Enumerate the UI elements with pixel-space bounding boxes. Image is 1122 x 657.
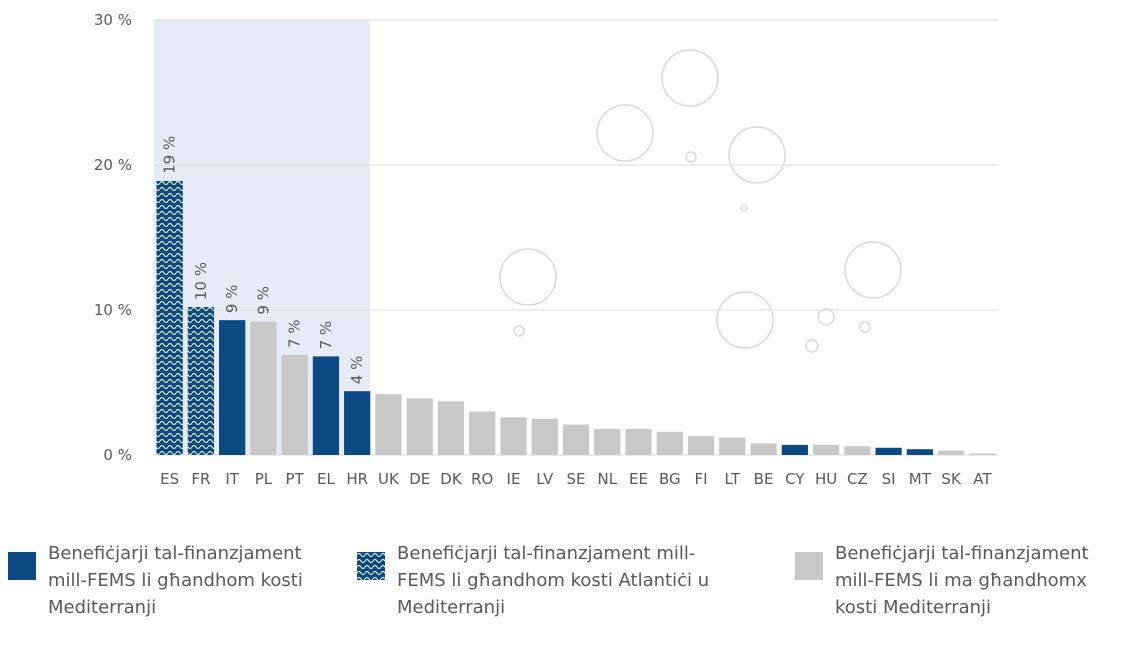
- bar: [187, 307, 215, 455]
- bar: [906, 449, 933, 455]
- bar: [812, 444, 840, 455]
- bar: [375, 394, 402, 455]
- x-tick-label: MT: [909, 470, 932, 488]
- y-tick-label: 20 %: [94, 156, 132, 174]
- bar: [281, 354, 308, 455]
- x-tick-label: LT: [725, 470, 741, 488]
- x-tick-label: IT: [225, 470, 239, 488]
- x-tick-label: SE: [567, 470, 586, 488]
- x-tick-label: CZ: [847, 470, 868, 488]
- legend-item: Benefiċjarji tal-finanzjament mill-FEMS …: [8, 540, 308, 621]
- legend-swatch: [357, 552, 385, 580]
- bar: [469, 411, 496, 455]
- x-tick-label: UK: [378, 470, 400, 488]
- legend-item: Benefiċjarji tal-finanzjament mill-FEMS …: [795, 540, 1115, 621]
- bar: [594, 428, 621, 455]
- y-tick-label: 0 %: [103, 446, 132, 464]
- bar: [156, 180, 183, 455]
- x-tick-label: SK: [941, 470, 962, 488]
- bar: [531, 418, 558, 455]
- bar: [844, 446, 871, 455]
- legend-swatch: [8, 552, 36, 580]
- bar: [750, 443, 777, 455]
- bar: [437, 401, 465, 455]
- legend-item: Benefiċjarji tal-finanzjament mill-FEMS …: [357, 540, 727, 621]
- x-tick-label: CY: [785, 470, 805, 488]
- bar: [625, 428, 652, 455]
- x-tick-label: LV: [536, 470, 554, 488]
- value-label: 7 %: [317, 321, 335, 350]
- bar: [219, 320, 246, 455]
- bar: [562, 424, 590, 455]
- value-label: 19 %: [161, 136, 179, 174]
- x-tick-label: IE: [507, 470, 521, 488]
- bar: [875, 447, 902, 455]
- x-tick-label: HU: [815, 470, 837, 488]
- bar: [969, 453, 996, 455]
- x-tick-label: ES: [160, 470, 179, 488]
- bar: [500, 417, 527, 455]
- legend-swatch: [795, 552, 823, 580]
- decoration: [499, 49, 902, 353]
- x-tick-label: EL: [317, 470, 335, 488]
- value-label: 9 %: [223, 285, 241, 314]
- x-tick-label: NL: [597, 470, 617, 488]
- y-tick-label: 10 %: [94, 301, 132, 319]
- bar: [406, 398, 433, 455]
- bar: [250, 321, 277, 455]
- bar: [344, 391, 371, 455]
- legend-label: Benefiċjarji tal-finanzjament mill-FEMS …: [48, 543, 303, 618]
- x-tick-label: BE: [754, 470, 774, 488]
- bar: [781, 444, 808, 455]
- x-tick-label: FI: [695, 470, 708, 488]
- x-tick-label: BG: [659, 470, 681, 488]
- x-tick-label: PT: [286, 470, 305, 488]
- legend-label: Benefiċjarji tal-finanzjament mill-FEMS …: [835, 543, 1089, 618]
- x-tick-label: DE: [409, 470, 430, 488]
- bar: [687, 436, 715, 455]
- x-tick-label: RO: [471, 470, 493, 488]
- chart: 0 % 10 % 20 % 30 % ES FR IT PL PT EL HR UK DE DK RO IE L…: [94, 11, 998, 488]
- bar: [312, 356, 340, 455]
- x-tick-label: FR: [191, 470, 210, 488]
- value-label: 7 %: [286, 319, 304, 348]
- x-tick-label: AT: [973, 470, 992, 488]
- bar: [719, 437, 746, 455]
- x-tick-label: DK: [440, 470, 463, 488]
- x-tick-label: EE: [629, 470, 648, 488]
- bar: [937, 450, 965, 455]
- bar: [656, 431, 683, 455]
- value-label: 10 %: [192, 262, 210, 300]
- x-tick-label: SI: [882, 470, 896, 488]
- y-tick-label: 30 %: [94, 11, 132, 29]
- value-label: 9 %: [254, 286, 272, 315]
- legend-label: Benefiċjarji tal-finanzjament mill-FEMS …: [397, 543, 710, 618]
- x-tick-label: HR: [346, 470, 368, 488]
- x-tick-label: PL: [255, 470, 273, 488]
- value-label: 4 %: [348, 356, 366, 385]
